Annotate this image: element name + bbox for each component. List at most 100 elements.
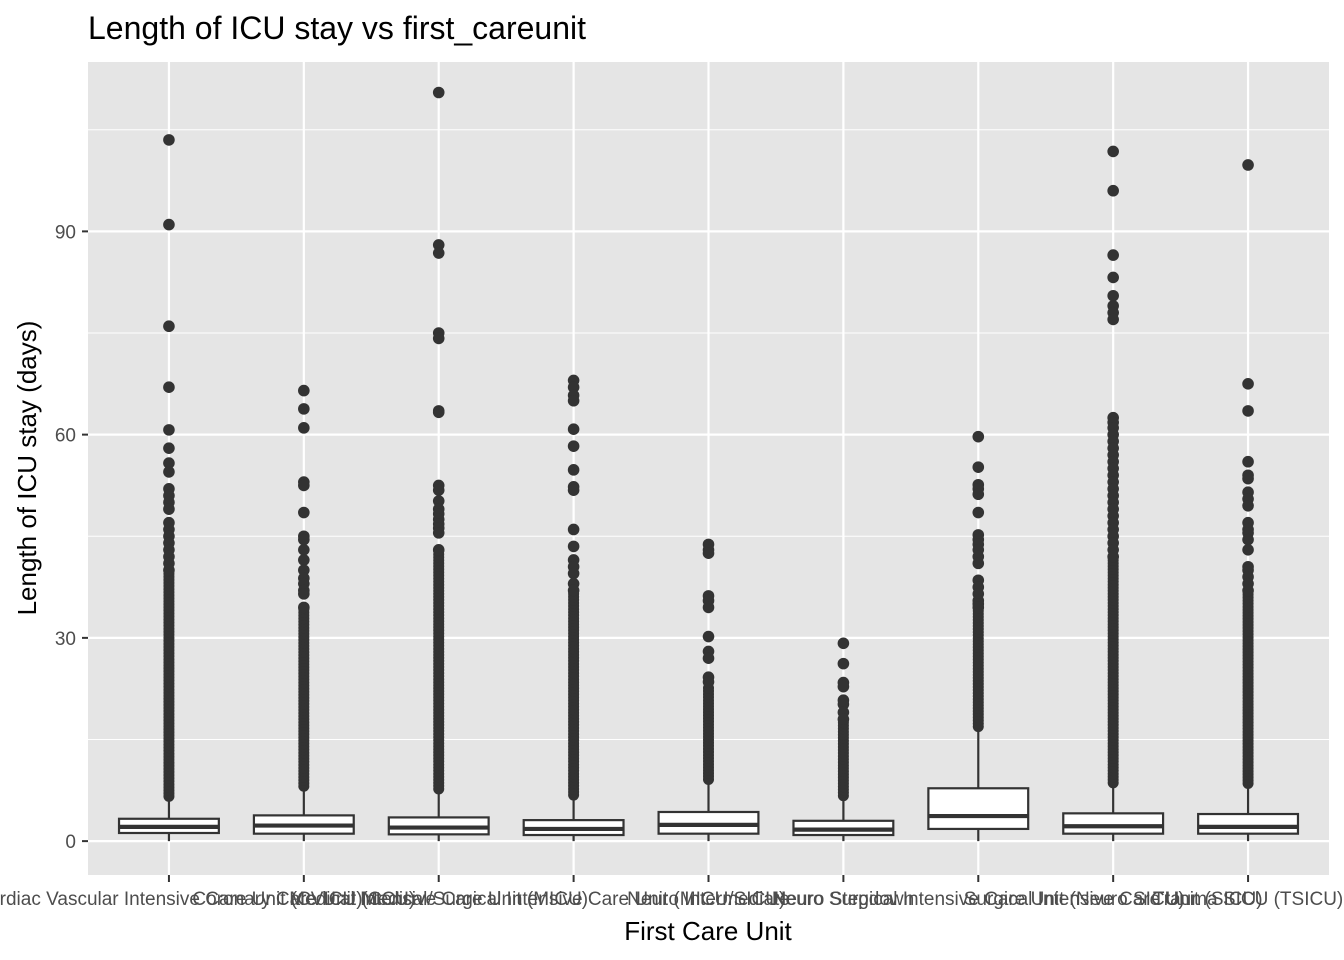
x-tick-label: Surgical Intensive Care Unit (SICU)	[964, 889, 1263, 910]
outlier-point	[298, 422, 310, 434]
outlier-point	[1107, 249, 1119, 261]
outlier-point	[1242, 472, 1254, 485]
outlier-point	[432, 484, 445, 496]
box-group	[792, 637, 895, 842]
y-tick-label: 60	[55, 426, 76, 447]
outlier-point	[432, 406, 445, 419]
outlier-point	[567, 423, 580, 436]
outlier-point	[1242, 544, 1254, 556]
outlier-point	[1242, 533, 1254, 546]
outlier-point	[432, 544, 445, 556]
outlier-point	[972, 601, 985, 614]
outlier-point	[298, 588, 310, 600]
outlier-point	[1242, 499, 1254, 512]
y-tick-label: 0	[65, 832, 76, 853]
outlier-point	[972, 488, 985, 501]
outlier-point	[1107, 550, 1119, 563]
outlier-point	[432, 495, 445, 507]
box-group	[1062, 145, 1165, 842]
box-group	[1197, 159, 1300, 842]
chart-title: Length of ICU stay vs first_careunit	[88, 10, 586, 46]
outlier-point	[432, 239, 445, 251]
outlier-point	[163, 381, 175, 394]
outlier-point	[1107, 145, 1119, 158]
outlier-point	[702, 676, 715, 688]
outlier-point	[432, 527, 445, 539]
outlier-point	[298, 554, 310, 566]
outlier-point	[567, 394, 580, 407]
outlier-point	[567, 484, 580, 496]
y-axis-title: Length of ICU stay (days)	[12, 321, 42, 616]
outlier-point	[163, 466, 175, 478]
outlier-point	[972, 430, 985, 443]
outlier-point	[1107, 184, 1119, 197]
outlier-point	[298, 601, 310, 614]
outlier-point	[1107, 313, 1119, 326]
outlier-point	[567, 540, 580, 553]
box-group	[252, 384, 355, 842]
outlier-point	[972, 557, 985, 570]
box-rect	[1197, 812, 1300, 835]
box-group	[657, 538, 760, 842]
outlier-point	[567, 567, 580, 580]
outlier-point	[567, 584, 580, 597]
outlier-point	[298, 544, 310, 556]
outlier-point	[702, 601, 715, 614]
outlier-point	[163, 424, 175, 436]
outlier-point	[163, 442, 175, 454]
outlier-point	[298, 384, 310, 397]
outlier-point	[702, 630, 715, 643]
outlier-point	[1242, 378, 1254, 390]
box-group	[387, 86, 490, 842]
outlier-point	[567, 523, 580, 536]
outlier-point	[837, 637, 850, 650]
x-tick-label: Neuro Surgical Intensive Care Unit (Neur…	[772, 889, 1185, 910]
outlier-point	[298, 533, 310, 546]
outlier-point	[1242, 159, 1254, 171]
outlier-point	[1242, 405, 1254, 417]
outlier-point	[298, 403, 310, 415]
outlier-point	[1107, 271, 1119, 284]
outlier-point	[837, 713, 850, 725]
box-group	[522, 374, 625, 842]
x-tick-label: Neuro Stepdown	[773, 889, 915, 910]
outlier-point	[567, 440, 580, 452]
axes: 0 30 60 90 Cardiac Vascular Intensive Care U…	[0, 222, 1343, 910]
outlier-point	[432, 332, 445, 345]
box-rect	[927, 787, 1030, 831]
outlier-point	[163, 457, 175, 469]
outlier-point	[972, 461, 985, 473]
outlier-point	[1107, 289, 1119, 302]
x-axis-title: First Care Unit	[624, 916, 792, 946]
y-tick-label: 30	[55, 629, 76, 650]
box-rect	[1062, 812, 1165, 835]
box-group	[927, 430, 1030, 842]
box-series	[117, 86, 1300, 842]
outlier-point	[837, 657, 850, 670]
outlier-point	[163, 218, 175, 231]
outlier-point	[432, 86, 445, 99]
box-group	[117, 134, 220, 842]
outlier-point	[163, 503, 175, 515]
outlier-point	[567, 464, 580, 476]
x-tick-label: Cardiac Vascular Intensive Care Unit (CV…	[0, 889, 363, 910]
outlier-point	[837, 680, 850, 693]
x-tick-label: Trauma SICU (TSICU)	[1153, 889, 1343, 910]
x-tick-label: Medical/Surgical Intensive Care Unit (MI…	[362, 889, 785, 910]
x-tick-label: Coronary Care Unit (CCU)	[192, 889, 415, 910]
y-tick-label: 90	[55, 222, 76, 243]
outlier-point	[702, 547, 715, 559]
outlier-point	[298, 564, 310, 576]
outlier-point	[1242, 455, 1254, 468]
outlier-point	[1242, 584, 1254, 597]
outlier-point	[163, 134, 175, 146]
outlier-point	[837, 698, 850, 711]
outlier-point	[163, 320, 175, 333]
outlier-point	[163, 564, 175, 576]
outlier-point	[567, 381, 580, 394]
outlier-point	[298, 506, 310, 519]
x-tick-label: Medical Intensive Care Unit (MICU)	[289, 889, 588, 910]
outlier-point	[432, 247, 445, 259]
